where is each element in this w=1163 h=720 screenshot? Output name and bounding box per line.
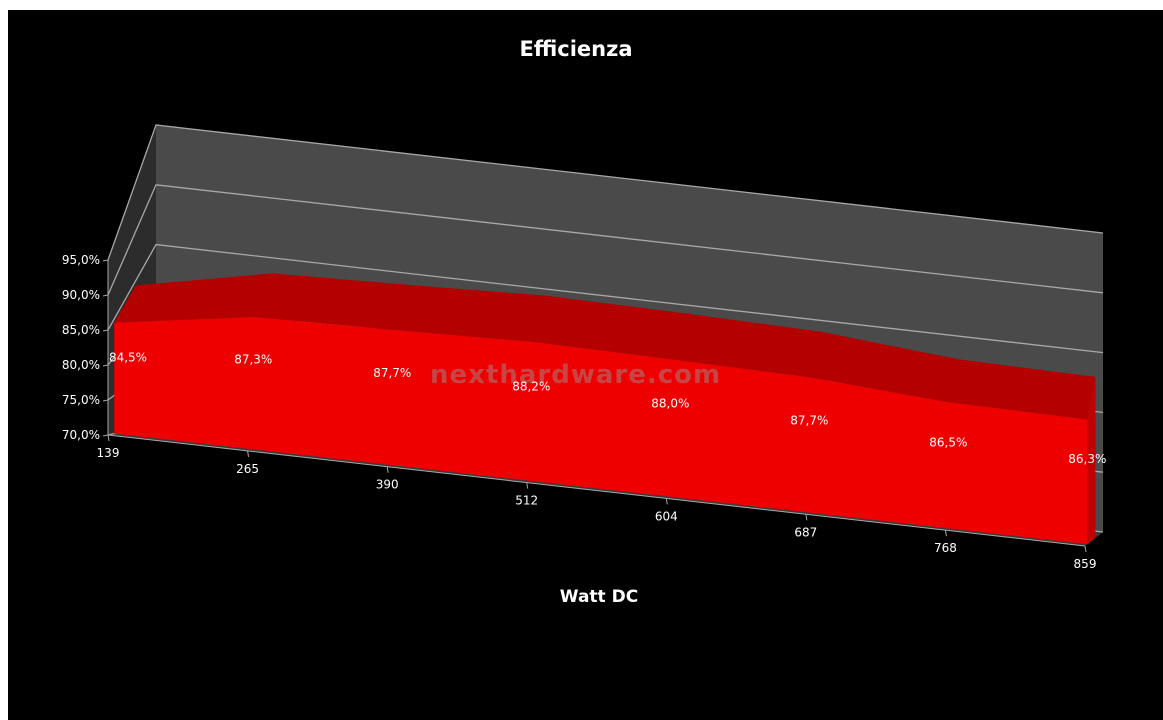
x-axis-line <box>107 434 1086 547</box>
data-label: 87,7% <box>790 414 828 428</box>
y-tick-mark <box>102 399 109 402</box>
chart-title: Efficienza <box>520 37 633 61</box>
y-tick-label: 90,0% <box>62 288 100 302</box>
x-tick-mark <box>1084 545 1087 553</box>
x-tick-label: 768 <box>934 541 957 555</box>
y-tick-label: 70,0% <box>62 428 100 442</box>
y-tick-label: 85,0% <box>62 323 100 337</box>
x-tick-mark <box>247 450 250 457</box>
x-tick-mark <box>944 530 947 537</box>
y-tick-label: 80,0% <box>62 358 100 372</box>
x-tick-label: 390 <box>376 478 399 492</box>
x-tick-mark <box>526 482 529 489</box>
y-tick-label: 95,0% <box>62 253 100 267</box>
watermark: nexthardware.com <box>430 360 721 390</box>
data-label: 88,0% <box>651 396 689 410</box>
y-tick-mark <box>102 364 109 367</box>
area-end-face <box>1087 376 1096 545</box>
chart-frame: nexthardware.com 70,0% 75,0% 80,0% 85,0% 90,… <box>8 10 1163 720</box>
x-tick-label: 604 <box>655 509 678 523</box>
x-tick-label: 265 <box>236 462 259 476</box>
x-axis-title: Watt DC <box>560 587 638 607</box>
x-tick-mark <box>386 466 389 473</box>
efficiency-chart: nexthardware.com 70,0% 75,0% 80,0% 85,0% 90,… <box>62 37 1107 607</box>
area-front-face <box>114 317 1088 545</box>
y-tick-mark <box>102 329 109 332</box>
data-label: 87,7% <box>373 366 411 380</box>
data-labels: 84,5% 87,3% 87,7% 88,2% 88,0% 87,7% 86,5% 86,3% <box>109 351 1106 467</box>
y-tick-label: 75,0% <box>62 393 100 407</box>
x-tick-label: 687 <box>794 525 817 539</box>
area-top-surface <box>114 273 1096 420</box>
y-tick-mark <box>102 259 109 262</box>
y-tick-mark <box>102 294 109 297</box>
y-tick-mark <box>102 434 109 437</box>
data-label: 86,3% <box>1068 452 1106 466</box>
gridline <box>107 184 1104 296</box>
data-label: 84,5% <box>109 351 147 365</box>
y-axis-ticks: 70,0% 75,0% 80,0% 85,0% 90,0% 95,0% <box>62 253 100 442</box>
data-label: 86,5% <box>929 435 967 449</box>
data-label: 87,3% <box>234 352 272 366</box>
x-tick-label: 859 <box>1074 557 1097 571</box>
x-tick-label: 139 <box>97 446 120 460</box>
data-label: 88,2% <box>512 380 550 394</box>
x-tick-mark <box>107 434 110 442</box>
x-tick-mark <box>665 498 668 505</box>
x-tick-mark <box>805 514 808 521</box>
x-tick-label: 512 <box>515 494 538 508</box>
x-axis-ticks: 139 265 390 512 604 687 768 859 <box>97 446 1097 571</box>
efficiency-area <box>114 273 1096 545</box>
gridline <box>107 124 1104 261</box>
gridline <box>107 243 1104 354</box>
